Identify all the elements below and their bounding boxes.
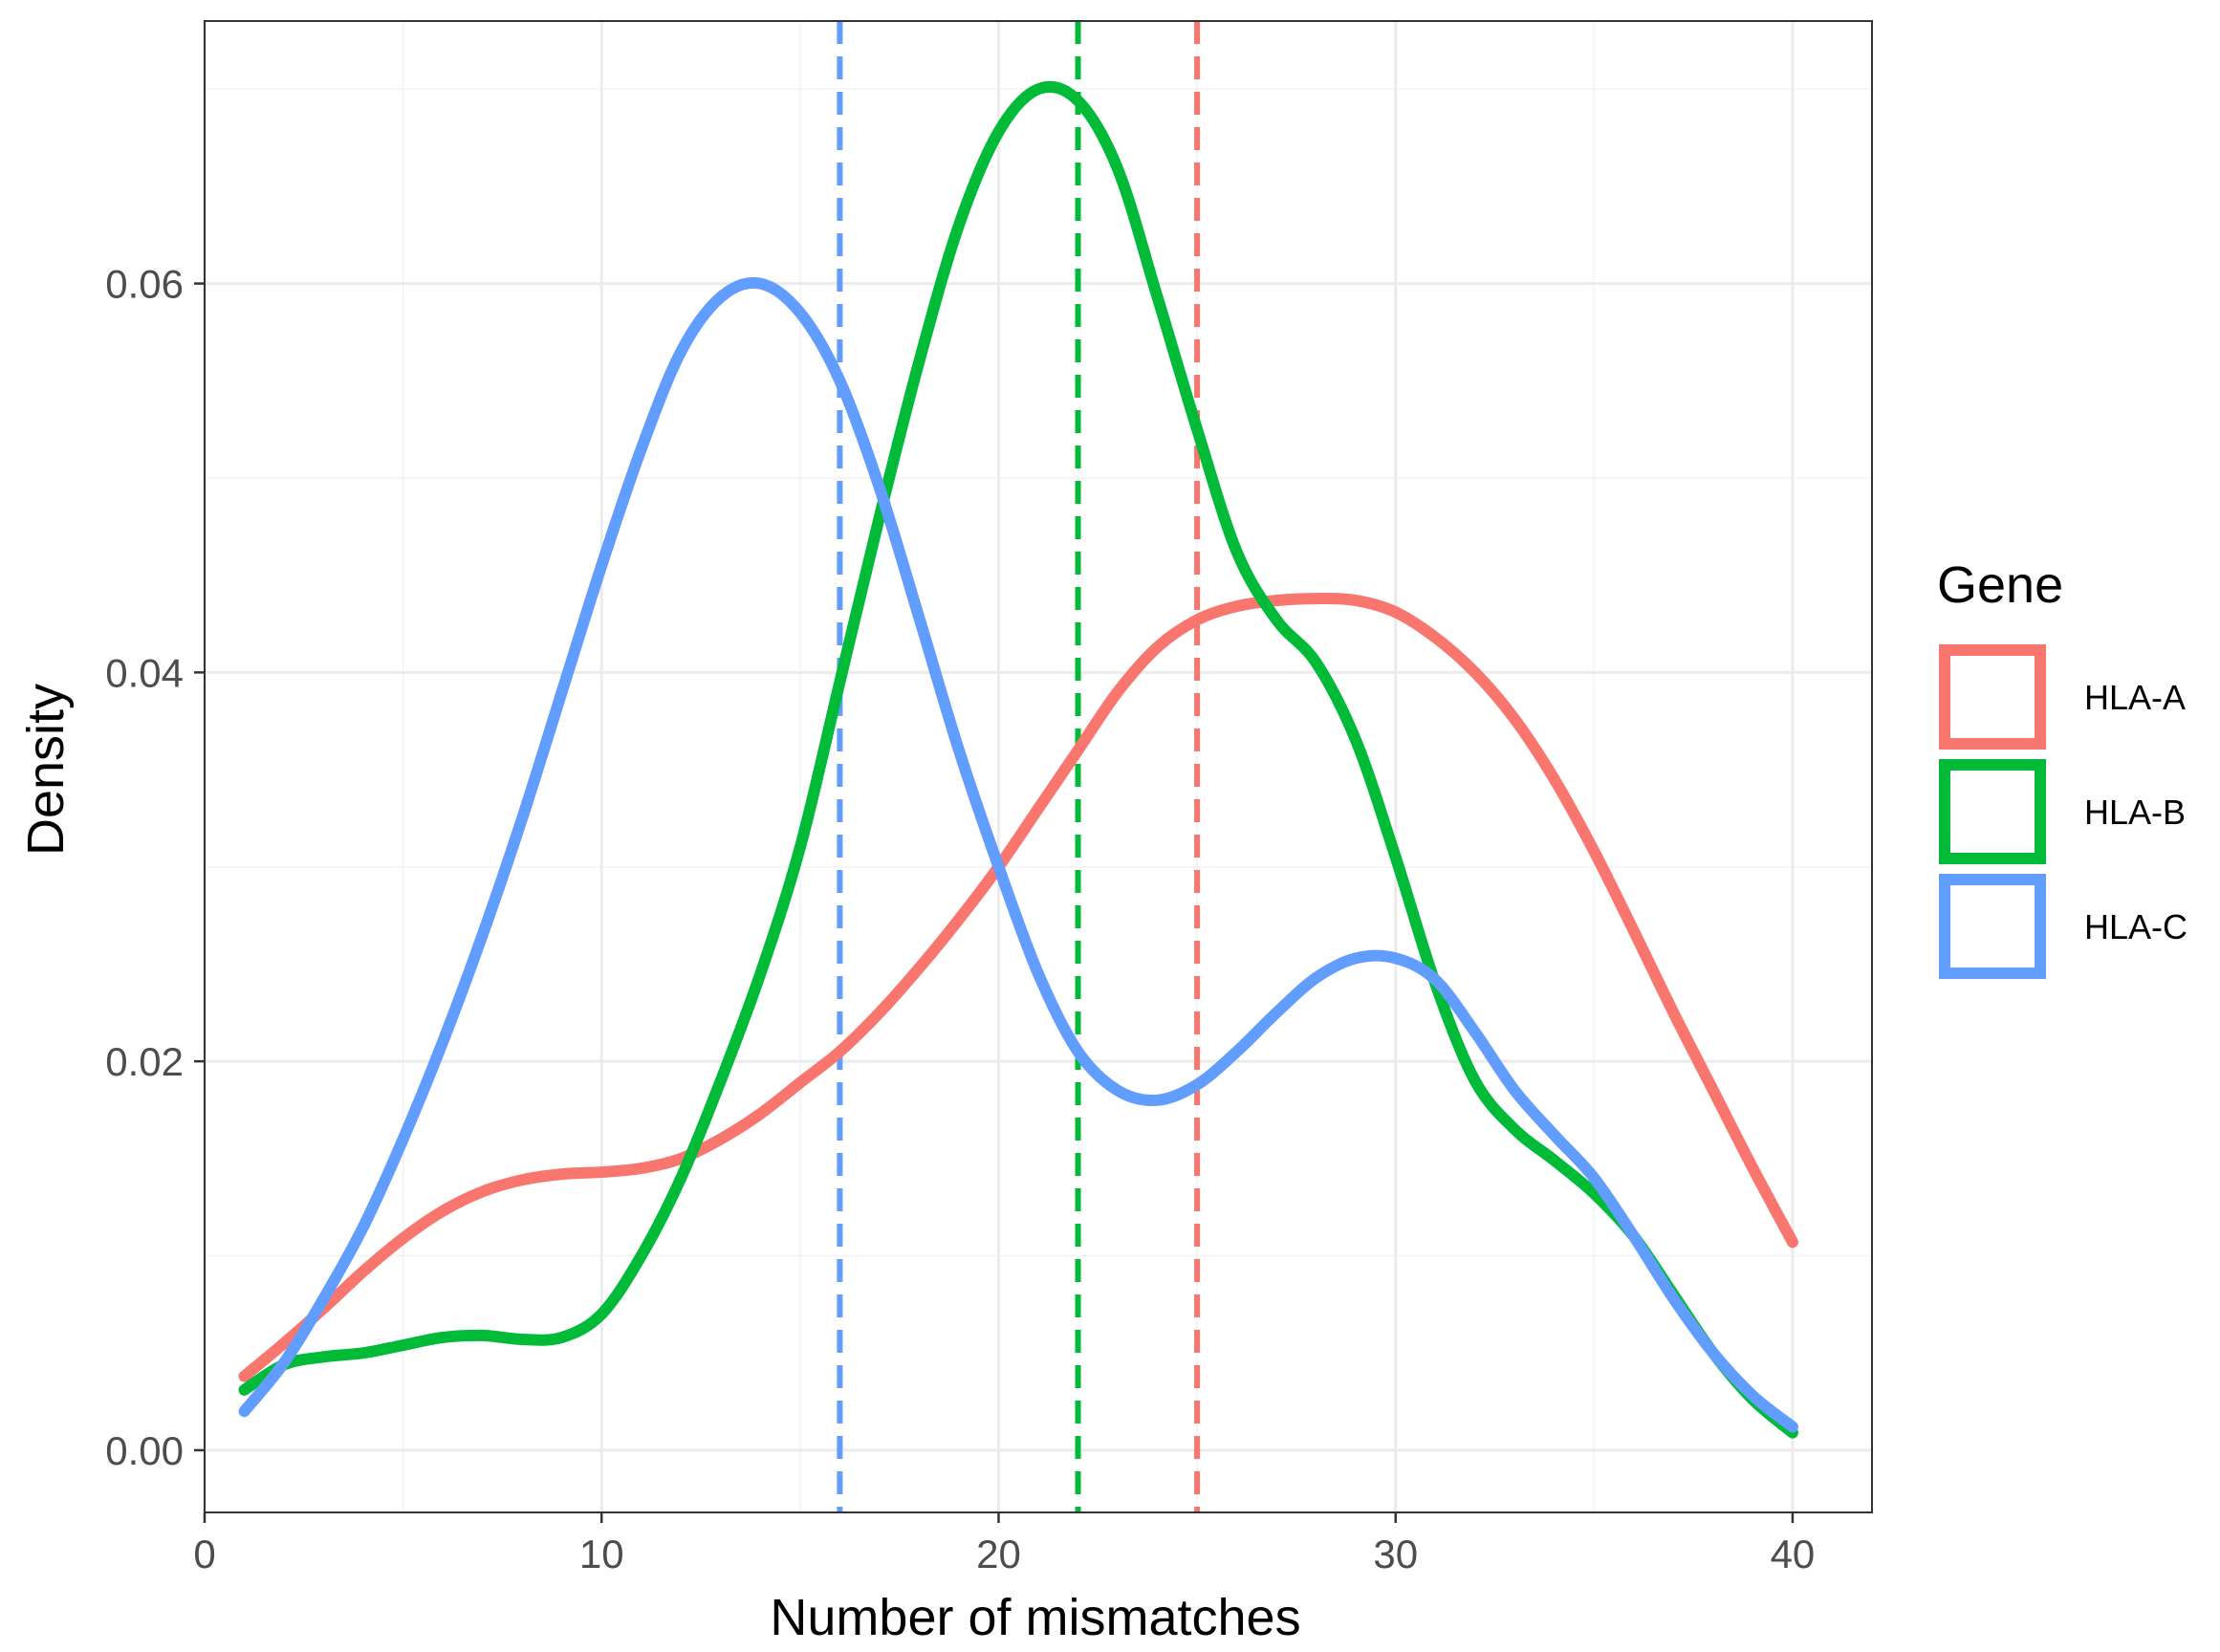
- y-axis-title: Density: [17, 684, 75, 856]
- legend-item-hla-a: HLA-A: [1939, 644, 2186, 750]
- x-tick-label: 10: [579, 1532, 624, 1576]
- x-tick-label: 0: [193, 1532, 215, 1576]
- y-tick-label: 0.00: [105, 1428, 184, 1473]
- y-tick-label: 0.04: [105, 650, 184, 695]
- legend-label: HLA-C: [2084, 907, 2187, 946]
- density-curve-hla-c: [238, 276, 1798, 1433]
- legend-item-hla-b: HLA-B: [1939, 759, 2186, 864]
- x-axis-tick-labels: 0 10 20 30 40: [193, 1532, 1815, 1576]
- density-curve-hla-b: [238, 80, 1798, 1439]
- legend-item-hla-c: HLA-C: [1939, 874, 2187, 979]
- y-tick-label: 0.02: [105, 1039, 184, 1084]
- x-axis-title: Number of mismatches: [770, 1589, 1300, 1646]
- panel-border: [204, 20, 1873, 1513]
- y-tick-label: 0.06: [105, 262, 184, 307]
- mean-lines: [837, 21, 1201, 1512]
- axis-ticks: [194, 282, 1795, 1523]
- x-tick-label: 20: [976, 1532, 1021, 1576]
- legend-title: Gene: [1937, 556, 2063, 614]
- legend-key: [1939, 874, 2046, 979]
- legend-label: HLA-B: [2084, 793, 2186, 832]
- density-curve-hla-a: [238, 593, 1798, 1382]
- plot-panel: [203, 20, 1873, 1513]
- x-tick-label: 40: [1771, 1532, 1816, 1576]
- legend-key: [1939, 644, 2046, 750]
- legend-items: HLA-A HLA-B HLA-C: [1939, 644, 2187, 979]
- legend-label: HLA-A: [2084, 678, 2186, 717]
- panel-background: [205, 21, 1872, 1512]
- legend: Gene HLA-A HLA-B HLA-C: [1937, 556, 2187, 979]
- y-axis-tick-labels: 0.00 0.02 0.04 0.06: [105, 262, 184, 1473]
- x-tick-label: 30: [1373, 1532, 1418, 1576]
- density-curves: [238, 80, 1798, 1439]
- legend-key: [1939, 759, 2046, 864]
